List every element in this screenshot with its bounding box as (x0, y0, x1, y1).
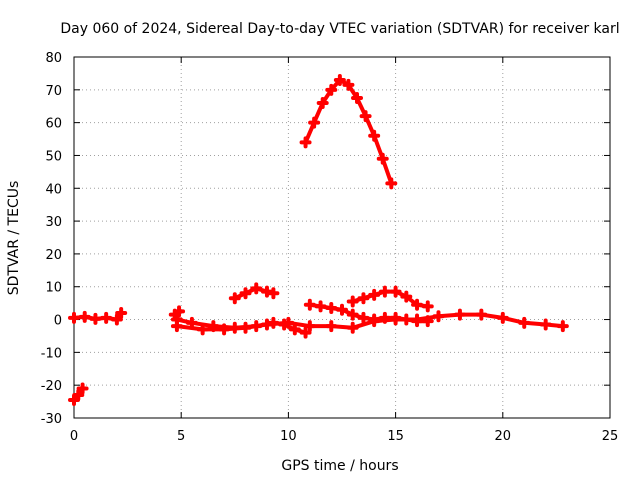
y-tick-label: 60 (45, 117, 62, 132)
data-point (368, 313, 381, 326)
data-point (351, 92, 364, 105)
data-point (378, 285, 391, 298)
data-point (207, 320, 220, 333)
data-point (421, 315, 434, 328)
data-point (333, 73, 346, 86)
plot-frame (73, 56, 611, 419)
data-point (400, 290, 413, 303)
data-point (376, 152, 389, 165)
x-tick-label: 15 (387, 429, 404, 444)
data-point (110, 313, 123, 326)
data-point (336, 303, 348, 316)
data-point (267, 316, 280, 329)
y-tick-label: 30 (45, 215, 62, 230)
data-point (539, 318, 552, 331)
data-point (239, 287, 252, 300)
data-point (475, 308, 488, 321)
data-point (325, 320, 338, 333)
series-arc-3 (170, 308, 569, 336)
x-tick-label: 20 (495, 429, 512, 444)
data-point (496, 311, 509, 324)
data-point (68, 311, 80, 324)
data-point (346, 321, 359, 334)
axis-ticks: 0 5 10 15 20 25 -30 -20 -10 0 10 20 30 40 50 60 70 80 (41, 51, 619, 444)
data-point (100, 311, 113, 324)
data-point (385, 177, 398, 190)
data-point (250, 282, 263, 295)
data-point (308, 116, 321, 129)
x-axis-label: GPS time / hours (281, 458, 398, 474)
data-point (299, 136, 312, 149)
data-point (421, 300, 434, 313)
data-point (346, 308, 359, 321)
data-point (357, 311, 370, 324)
data-point (288, 323, 301, 336)
data-point (389, 285, 402, 298)
data-point (228, 321, 241, 334)
data-point (299, 326, 312, 339)
series-arc-8 (303, 298, 434, 328)
chart-title: Day 060 of 2024, Sidereal Day-to-day VTE… (60, 21, 619, 37)
data-point (359, 110, 372, 123)
data-point (76, 382, 89, 395)
data-point (173, 305, 186, 318)
data-point (518, 316, 531, 329)
data-point (89, 312, 102, 325)
data-point (368, 288, 381, 301)
series-arc-5 (168, 305, 186, 321)
y-tick-label: -30 (41, 412, 62, 427)
data-point (411, 298, 424, 311)
data-point (185, 316, 198, 329)
series-arc-2 (68, 382, 89, 406)
data-point (78, 310, 91, 323)
data-series (68, 73, 569, 406)
data-point (411, 315, 424, 328)
x-tick-label: 5 (177, 429, 185, 444)
y-tick-label: -20 (41, 379, 62, 394)
data-point (250, 320, 263, 333)
series-arc-9 (346, 285, 434, 313)
data-point (325, 302, 338, 315)
series-arc-6 (228, 282, 280, 305)
y-tick-label: 50 (45, 149, 62, 164)
y-tick-label: 10 (45, 281, 62, 296)
series-line (303, 78, 394, 186)
data-point (346, 295, 359, 308)
data-point (342, 78, 355, 91)
data-point (228, 292, 241, 305)
y-tick-label: -10 (41, 346, 62, 361)
data-point (316, 96, 329, 109)
data-point (303, 298, 316, 311)
y-tick-label: 20 (45, 248, 62, 263)
data-point (556, 320, 569, 333)
y-tick-label: 0 (54, 314, 62, 329)
data-point (72, 389, 85, 402)
y-tick-label: 40 (45, 182, 62, 197)
data-point (115, 306, 128, 319)
data-point (368, 129, 381, 142)
data-point (278, 318, 291, 331)
data-point (453, 308, 466, 321)
data-point (267, 287, 280, 300)
x-tick-label: 10 (280, 429, 297, 444)
data-point (357, 292, 370, 305)
data-point (432, 310, 445, 323)
data-point (389, 311, 402, 324)
data-point (400, 313, 413, 326)
y-tick-label: 80 (45, 51, 62, 66)
data-point (378, 311, 391, 324)
series-arc-4 (170, 313, 312, 339)
data-point (196, 323, 209, 336)
x-tick-label: 25 (602, 429, 619, 444)
y-tick-label: 70 (45, 84, 62, 99)
grid-lines (74, 57, 610, 418)
data-point (314, 300, 327, 313)
data-point (303, 320, 316, 333)
data-point (325, 83, 338, 96)
series-arc-1 (68, 306, 128, 326)
y-axis-label: SDTVAR / TECUs (6, 181, 22, 296)
series-arc-7 (299, 73, 398, 190)
x-tick-label: 0 (70, 429, 78, 444)
